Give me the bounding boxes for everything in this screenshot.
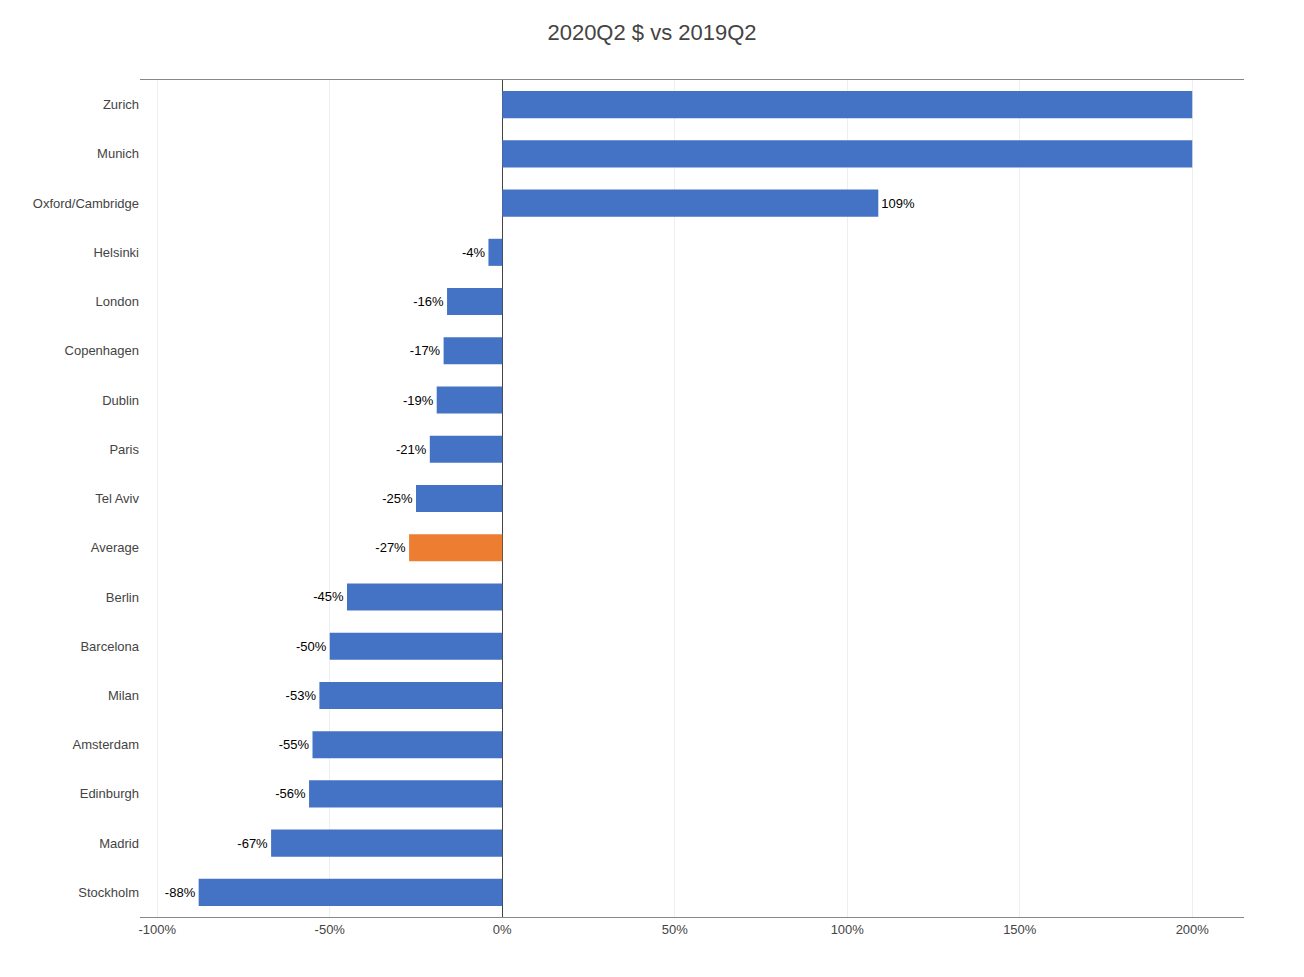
svg-text:-55%: -55% [279, 737, 310, 752]
svg-text:200%: 200% [1176, 922, 1210, 937]
svg-text:Helsinki: Helsinki [93, 245, 139, 260]
svg-text:-67%: -67% [237, 836, 268, 851]
svg-text:London: London [96, 294, 139, 309]
svg-text:Dublin: Dublin [102, 393, 139, 408]
svg-text:-27%: -27% [375, 540, 406, 555]
svg-text:-17%: -17% [410, 343, 441, 358]
svg-text:Tel Aviv: Tel Aviv [95, 491, 139, 506]
svg-text:Berlin: Berlin [106, 590, 139, 605]
svg-text:-88%: -88% [165, 885, 196, 900]
svg-text:50%: 50% [662, 922, 688, 937]
svg-text:-25%: -25% [382, 491, 413, 506]
svg-text:Edinburgh: Edinburgh [80, 786, 139, 801]
svg-text:-50%: -50% [315, 922, 346, 937]
svg-text:Amsterdam: Amsterdam [73, 737, 139, 752]
svg-text:0%: 0% [493, 922, 512, 937]
svg-text:Paris: Paris [109, 442, 139, 457]
svg-text:100%: 100% [831, 922, 865, 937]
svg-text:-4%: -4% [462, 245, 486, 260]
svg-text:2020Q2 $ vs 2019Q2: 2020Q2 $ vs 2019Q2 [547, 20, 756, 45]
svg-text:-16%: -16% [413, 294, 444, 309]
svg-text:Oxford/Cambridge: Oxford/Cambridge [33, 196, 139, 211]
svg-text:Zurich: Zurich [103, 97, 139, 112]
svg-text:Average: Average [91, 540, 139, 555]
svg-text:-21%: -21% [396, 442, 427, 457]
svg-text:150%: 150% [1003, 922, 1037, 937]
svg-text:Stockholm: Stockholm [78, 885, 139, 900]
svg-text:109%: 109% [881, 196, 915, 211]
svg-text:Barcelona: Barcelona [80, 639, 139, 654]
svg-text:Copenhagen: Copenhagen [65, 343, 139, 358]
svg-text:-19%: -19% [403, 393, 434, 408]
svg-text:-100%: -100% [138, 922, 176, 937]
svg-text:Madrid: Madrid [99, 836, 139, 851]
svg-text:Milan: Milan [108, 688, 139, 703]
svg-text:-56%: -56% [275, 786, 306, 801]
svg-text:-53%: -53% [286, 688, 317, 703]
svg-text:-45%: -45% [313, 589, 344, 604]
svg-text:Munich: Munich [97, 146, 139, 161]
svg-text:-50%: -50% [296, 639, 327, 654]
